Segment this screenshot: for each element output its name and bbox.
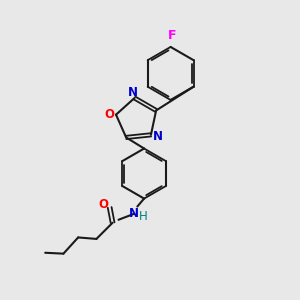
Text: N: N	[128, 85, 138, 99]
Text: H: H	[139, 210, 148, 223]
Text: O: O	[98, 198, 108, 211]
Text: O: O	[104, 108, 115, 121]
Text: N: N	[152, 130, 162, 143]
Text: F: F	[168, 28, 176, 42]
Text: N: N	[129, 207, 139, 220]
